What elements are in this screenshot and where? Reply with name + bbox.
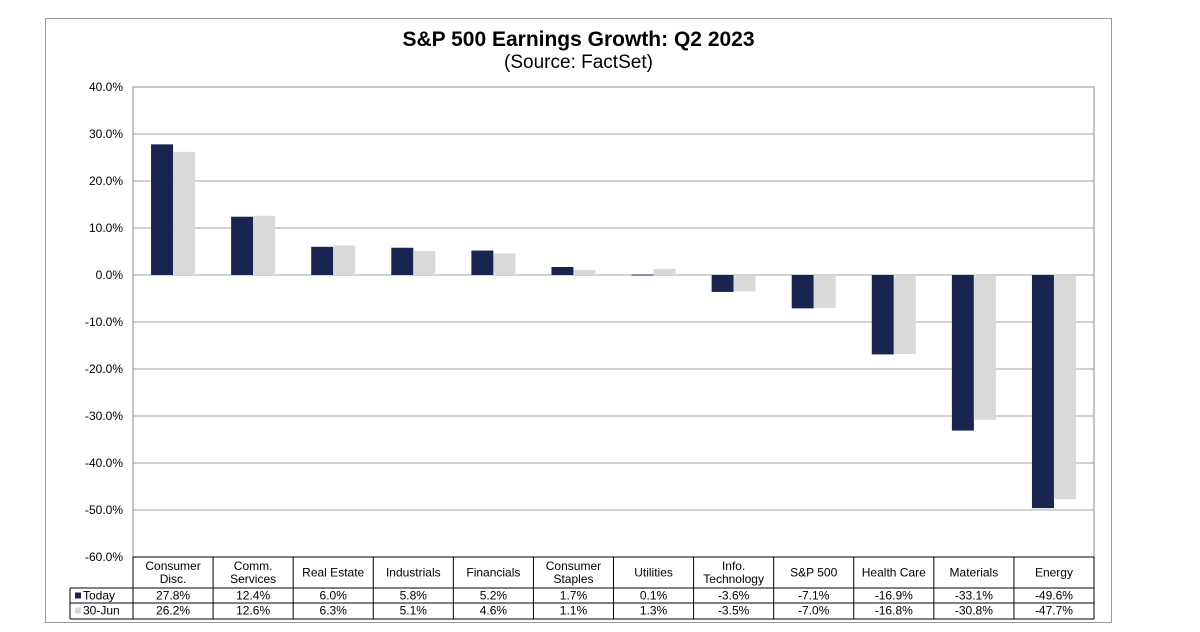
bar-today-info-technology xyxy=(711,275,734,292)
bars xyxy=(151,144,1076,509)
table-value: -30.8% xyxy=(955,604,993,618)
bar-today-materials xyxy=(951,275,974,431)
table-value: 12.4% xyxy=(236,589,270,603)
y-tick-label: 40.0% xyxy=(89,80,123,94)
bar-today-energy xyxy=(1031,275,1054,509)
x-category-label: Health Care xyxy=(862,566,926,580)
y-tick-label: -30.0% xyxy=(85,409,123,423)
chart-title: S&P 500 Earnings Growth: Q2 2023 xyxy=(402,28,755,51)
y-tick-label: -60.0% xyxy=(85,550,123,564)
bar-today-sandp-500 xyxy=(791,275,814,309)
table-value: 0.1% xyxy=(640,589,668,603)
table-value: 1.3% xyxy=(640,604,668,618)
table-value: 6.3% xyxy=(320,604,348,618)
data-table: Consumer Disc. Comm. Services Real Estate Ind… xyxy=(69,556,1095,620)
bar-30-jun-energy xyxy=(1053,275,1076,500)
bar-today-consumer-disc xyxy=(151,144,174,275)
x-category-label: Financials xyxy=(466,566,520,580)
chart-frame xyxy=(45,18,1112,623)
table-value: 5.2% xyxy=(480,589,508,603)
table-value: 12.6% xyxy=(236,604,270,618)
table-value: -33.1% xyxy=(955,589,993,603)
legend-swatch-30-jun xyxy=(75,607,81,614)
chart-subtitle: (Source: FactSet) xyxy=(504,52,653,73)
bar-30-jun-financials xyxy=(493,253,516,275)
y-tick-label: 0.0% xyxy=(96,268,124,282)
table-value: 5.1% xyxy=(400,604,428,618)
x-category-label: Industrials xyxy=(386,566,441,580)
bar-30-jun-utilities xyxy=(653,268,676,275)
x-category-label: S&P 500 xyxy=(790,566,837,580)
bar-30-jun-sandp-500 xyxy=(813,275,836,308)
bar-today-health-care xyxy=(871,275,894,355)
bar-30-jun-real-estate xyxy=(333,245,356,275)
table-value: 4.6% xyxy=(480,604,508,618)
y-tick-label: 30.0% xyxy=(89,127,123,141)
table-value: 5.8% xyxy=(400,589,428,603)
y-tick-label: -10.0% xyxy=(85,315,123,329)
x-category-label: Consumer Staples xyxy=(546,559,601,586)
table-value: -16.8% xyxy=(875,604,913,618)
table-value: -47.7% xyxy=(1035,604,1073,618)
bar-30-jun-industrials xyxy=(413,251,436,275)
bar-30-jun-comm-services xyxy=(253,215,276,275)
table-value: 1.7% xyxy=(560,589,588,603)
bar-30-jun-health-care xyxy=(893,275,916,354)
table-value: -16.9% xyxy=(875,589,913,603)
table-value: -3.6% xyxy=(718,589,750,603)
bar-30-jun-consumer-disc xyxy=(173,151,196,275)
bar-30-jun-info-technology xyxy=(733,275,756,292)
table-value: 1.1% xyxy=(560,604,588,618)
table-value: 6.0% xyxy=(320,589,348,603)
bar-30-jun-materials xyxy=(973,275,996,420)
y-tick-label: -20.0% xyxy=(85,362,123,376)
table-value: -49.6% xyxy=(1035,589,1073,603)
bar-today-industrials xyxy=(391,247,414,275)
y-tick-label: 10.0% xyxy=(89,221,123,235)
legend-label-today: Today xyxy=(83,589,115,603)
legend-label-30-jun: 30-Jun xyxy=(83,604,120,618)
table-value: 26.2% xyxy=(156,604,190,618)
x-category-label: Info. Technology xyxy=(703,559,764,586)
bar-today-consumer-staples xyxy=(551,267,574,275)
table-value: -3.5% xyxy=(718,604,750,618)
bar-today-financials xyxy=(471,250,494,275)
legend-swatch-today xyxy=(75,592,81,599)
gridlines xyxy=(132,86,1095,558)
x-category-label: Utilities xyxy=(634,566,673,580)
x-category-label: Energy xyxy=(1035,566,1073,580)
x-category-label: Real Estate xyxy=(302,566,364,580)
table-value: -7.0% xyxy=(798,604,830,618)
y-tick-label: -40.0% xyxy=(85,456,123,470)
table-value: -7.1% xyxy=(798,589,830,603)
y-tick-label: -50.0% xyxy=(85,503,123,517)
x-category-label: Consumer Disc. xyxy=(145,559,200,586)
x-category-label: Comm. Services xyxy=(230,559,276,586)
bar-today-utilities xyxy=(631,274,654,276)
y-axis: 40.0% 30.0% 20.0% 10.0% 0.0% -10.0% -20.0% -30.… xyxy=(85,80,123,564)
bar-today-comm-services xyxy=(231,216,254,275)
bar-30-jun-consumer-staples xyxy=(573,269,596,275)
table-value: 27.8% xyxy=(156,589,190,603)
x-category-label: Materials xyxy=(950,566,999,580)
y-tick-label: 20.0% xyxy=(89,174,123,188)
bar-today-real-estate xyxy=(311,246,334,275)
